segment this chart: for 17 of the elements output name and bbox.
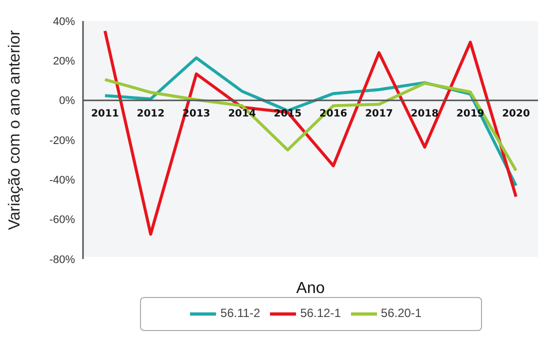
x-tick-label: 2018 (410, 108, 439, 120)
x-tick-label: 2012 (136, 108, 165, 120)
legend-label: 56.20-1 (380, 306, 422, 320)
y-tick-label: 40% (52, 16, 76, 28)
x-tick-label: 2020 (502, 108, 530, 120)
y-tick-label: -60% (49, 214, 76, 226)
y-tick-label: -20% (49, 134, 76, 147)
x-tick-label: 2011 (91, 108, 119, 120)
y-tick-label: 0% (59, 95, 76, 108)
legend-label: 56.11-2 (220, 306, 260, 320)
x-axis-title: Ano (296, 280, 325, 297)
x-tick-label: 2017 (365, 108, 393, 120)
y-tick-label: -80% (49, 254, 76, 266)
y-axis-title: Variação com o ano anterior (6, 30, 24, 230)
legend-label: 56.12-1 (300, 306, 341, 320)
y-tick-label: -40% (49, 174, 76, 187)
y-tick-label: 20% (52, 56, 76, 68)
